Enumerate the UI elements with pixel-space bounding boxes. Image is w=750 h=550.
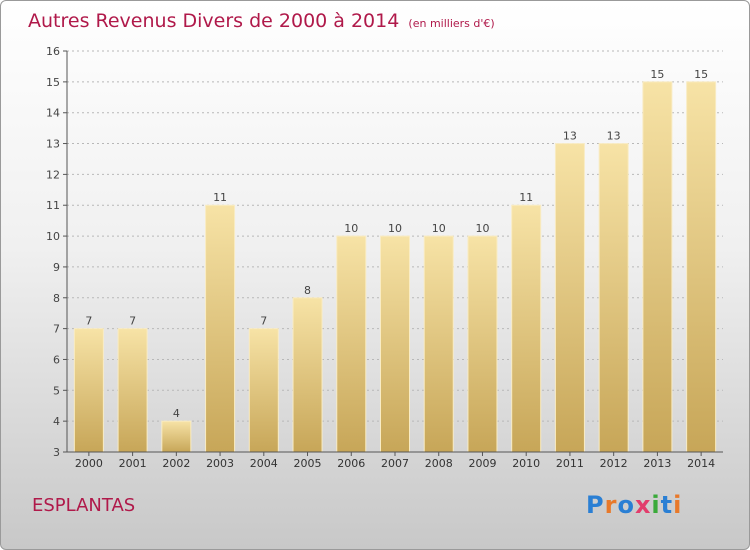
y-tick-label: 8 xyxy=(53,292,60,305)
y-tick-label: 5 xyxy=(53,384,60,397)
value-label: 10 xyxy=(475,222,489,235)
bar-2014 xyxy=(686,81,717,453)
logo-letter: i xyxy=(673,491,683,519)
logo-letter: i xyxy=(651,491,661,519)
chart-title-text: Autres Revenus Divers de 2000 à 2014 xyxy=(28,10,400,32)
logo-letter: P xyxy=(586,491,605,519)
logo-letter: t xyxy=(660,491,674,519)
value-label: 7 xyxy=(260,315,267,328)
value-label: 11 xyxy=(519,191,533,204)
y-tick-label: 4 xyxy=(53,415,60,428)
chart-unit-note: (en milliers d'€) xyxy=(408,17,495,30)
y-axis: 3 4 5 6 7 8 9 10 11 12 13 14 15 16 xyxy=(46,45,68,459)
town-name: ESPLANTAS xyxy=(32,495,136,516)
x-tick-label: 2012 xyxy=(600,457,628,470)
bars xyxy=(73,81,717,453)
y-tick-label: 3 xyxy=(53,446,60,459)
bar-2012 xyxy=(598,143,629,453)
value-label: 7 xyxy=(85,315,92,328)
x-tick-label: 2014 xyxy=(687,457,715,470)
bar-2007 xyxy=(380,235,410,453)
bar-2003 xyxy=(205,204,236,453)
bar-2005 xyxy=(292,297,323,453)
x-tick-label: 2011 xyxy=(556,457,584,470)
x-tick-label: 2006 xyxy=(337,457,365,470)
proxiti-logo[interactable]: Proxiti xyxy=(586,491,682,519)
logo-letter: o xyxy=(617,491,635,519)
bar-2009 xyxy=(467,235,498,453)
x-axis: 2000 2001 2002 2003 2004 2005 2006 2007 2008 2009… xyxy=(67,451,723,470)
bar-2010 xyxy=(511,204,542,453)
y-tick-label: 6 xyxy=(53,353,60,366)
x-tick-label: 2005 xyxy=(294,457,322,470)
bar-2000 xyxy=(73,328,104,453)
value-label: 10 xyxy=(344,222,358,235)
bar-2013 xyxy=(642,81,673,453)
logo-letter: r xyxy=(604,491,618,519)
value-label: 15 xyxy=(694,68,708,81)
y-tick-label: 7 xyxy=(53,323,60,336)
value-label: 8 xyxy=(304,284,311,297)
logo-letter: x xyxy=(634,491,652,519)
y-tick-label: 9 xyxy=(53,261,60,274)
x-tick-label: 2002 xyxy=(162,457,190,470)
y-tick-label: 10 xyxy=(46,230,60,243)
y-tick-label: 16 xyxy=(46,45,60,58)
chart-title: Autres Revenus Divers de 2000 à 2014 (en… xyxy=(28,10,495,32)
x-tick-label: 2008 xyxy=(425,457,453,470)
bar-2008 xyxy=(423,235,454,453)
y-tick-label: 13 xyxy=(46,138,60,151)
x-tick-label: 2009 xyxy=(468,457,496,470)
value-label: 13 xyxy=(563,130,577,143)
y-tick-label: 14 xyxy=(46,107,60,120)
value-label: 15 xyxy=(650,68,664,81)
value-labels: 7 7 4 11 7 8 10 10 10 10 11 13 13 15 15 xyxy=(85,68,708,420)
x-tick-label: 2013 xyxy=(643,457,671,470)
bar-2006 xyxy=(336,235,367,453)
bar-2011 xyxy=(554,143,585,453)
x-tick-label: 2007 xyxy=(381,457,409,470)
y-tick-label: 11 xyxy=(46,199,60,212)
value-label: 7 xyxy=(129,315,136,328)
y-tick-label: 15 xyxy=(46,76,60,89)
value-label: 10 xyxy=(388,222,402,235)
bar-2004 xyxy=(248,328,279,453)
value-label: 11 xyxy=(213,191,227,204)
y-tick-label: 12 xyxy=(46,168,60,181)
x-tick-label: 2000 xyxy=(75,457,103,470)
value-label: 10 xyxy=(432,222,446,235)
x-tick-label: 2004 xyxy=(250,457,278,470)
bar-2001 xyxy=(117,328,148,453)
x-tick-label: 2010 xyxy=(512,457,540,470)
x-tick-label: 2003 xyxy=(206,457,234,470)
value-label: 4 xyxy=(173,407,180,420)
value-label: 13 xyxy=(607,130,621,143)
x-tick-label: 2001 xyxy=(119,457,147,470)
bar-2002 xyxy=(161,420,192,453)
